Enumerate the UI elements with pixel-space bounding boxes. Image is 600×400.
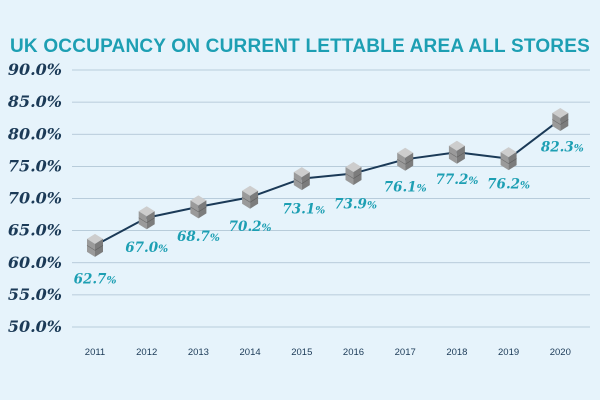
x-tick-label: 2019 (498, 347, 519, 358)
data-label: 77.2% (435, 172, 478, 188)
data-point-marker (552, 107, 569, 131)
data-label: 82.3% (541, 139, 584, 155)
x-tick-label: 2016 (343, 347, 364, 358)
data-label-unit: % (574, 142, 584, 154)
series-line-layer (94, 118, 561, 247)
x-tick-label: 2013 (188, 347, 209, 358)
x-tick-label: 2014 (240, 347, 261, 358)
y-tick-label: 65.0% (8, 221, 62, 240)
data-label-unit: % (520, 180, 530, 192)
data-label: 62.7% (74, 271, 117, 287)
data-label-unit: % (468, 175, 478, 187)
y-tick-label: 70.0% (8, 189, 62, 208)
data-point-marker (397, 147, 414, 171)
series-line (94, 118, 561, 247)
data-label-unit: % (106, 274, 116, 286)
gridlines (72, 69, 590, 328)
y-tick-label: 80.0% (7, 124, 62, 143)
chart-title: UK OCCUPANCY ON CURRENT LETTABLE AREA AL… (10, 36, 590, 57)
data-label-value: 62.7 (74, 271, 107, 287)
data-label-unit: % (315, 205, 325, 217)
data-label-value: 82.3 (541, 139, 574, 155)
x-axis-tick-labels: 2011 2012 2013 2014 2015 2016 2017 2018 2019 2020 (85, 347, 571, 358)
data-label-value: 73.1 (282, 202, 315, 218)
data-label-value: 77.2 (435, 172, 468, 188)
data-labels: 62.7%67.0%68.7%70.2%73.1% 73.9%76.1%77.2%… (74, 139, 584, 287)
data-label: 68.7% (177, 229, 220, 245)
data-point-marker (345, 161, 362, 185)
data-label-unit: % (417, 182, 427, 194)
data-markers (86, 107, 569, 257)
data-label-value: 70.2 (229, 219, 262, 235)
x-tick-label: 2017 (395, 347, 416, 358)
y-tick-label: 55.0% (8, 285, 62, 304)
data-point-marker (500, 147, 517, 171)
x-tick-label: 2020 (550, 347, 571, 358)
data-label-value: 68.7 (177, 229, 210, 245)
y-tick-label: 75.0% (8, 156, 62, 175)
x-tick-label: 2012 (136, 347, 157, 358)
y-tick-label: 60.0% (8, 253, 62, 272)
data-label: 76.1% (384, 179, 427, 195)
data-label-value: 73.9 (334, 196, 367, 212)
data-label-unit: % (367, 199, 377, 211)
y-tick-label: 85.0% (7, 92, 62, 111)
x-tick-label: 2018 (446, 347, 467, 358)
data-label: 73.1% (282, 202, 325, 218)
y-tick-label: 90.0% (8, 60, 62, 79)
data-point-marker (138, 206, 155, 230)
y-axis-tick-labels: 50.0% 55.0% 60.0% 65.0% 70.0% 75.0% 80.0% 85.0%… (7, 60, 62, 336)
y-tick-label: 50.0% (8, 317, 62, 336)
data-label-unit: % (158, 243, 168, 255)
x-tick-label: 2015 (291, 347, 312, 358)
data-label: 70.2% (229, 219, 272, 235)
data-label-unit: % (210, 232, 220, 244)
data-label: 76.2% (487, 177, 530, 193)
data-label-value: 76.2 (487, 177, 520, 193)
data-label: 73.9% (334, 196, 377, 212)
data-point-marker (241, 185, 259, 209)
data-point-marker (190, 195, 207, 219)
data-point-marker (86, 233, 104, 257)
x-tick-label: 2011 (85, 347, 105, 358)
data-label-value: 76.1 (384, 179, 417, 195)
data-point-marker (448, 140, 466, 164)
data-point-marker (293, 167, 310, 191)
data-label-unit: % (262, 222, 272, 234)
data-label: 67.0% (125, 240, 168, 256)
data-label-value: 67.0 (125, 240, 158, 256)
